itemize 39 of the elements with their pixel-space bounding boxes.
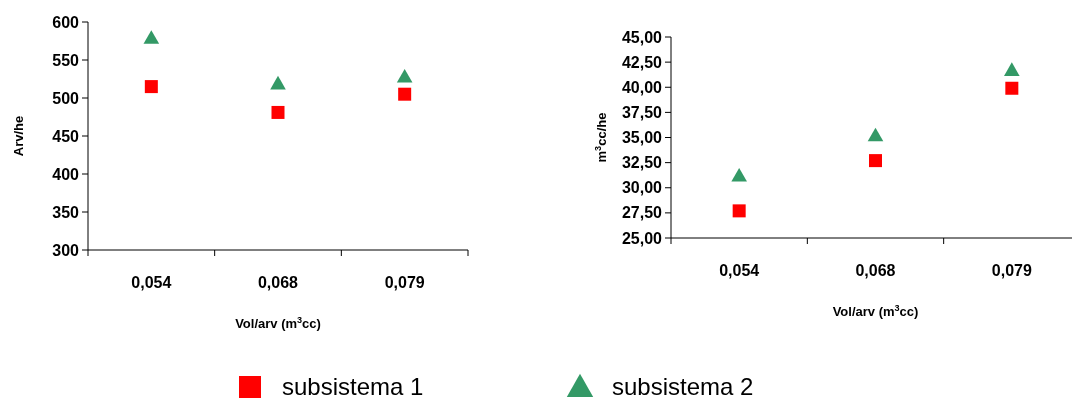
x-tick-label: 0,068 — [257, 274, 299, 291]
x-tick-label: 0,068 — [855, 262, 896, 279]
x-tick-label: 0,079 — [991, 262, 1032, 279]
y-tick-label: 42,50 — [621, 53, 663, 71]
y-tick-label: 25,00 — [621, 229, 663, 247]
y-tick-label: 30,00 — [621, 179, 663, 197]
y-tick-label: 32,50 — [621, 154, 663, 172]
point — [396, 68, 413, 83]
y-tick-label: 450 — [52, 127, 80, 145]
x-tick-label: 0,054 — [131, 274, 172, 291]
point — [867, 127, 884, 142]
y-tick-label: 37,50 — [621, 103, 663, 121]
y-tick-label: 35,00 — [621, 129, 663, 147]
y-tick-label: 350 — [52, 203, 80, 221]
point — [869, 154, 882, 168]
x-tick-label: 0,079 — [384, 274, 425, 291]
y-tick-label: 27,50 — [621, 204, 663, 222]
point — [732, 204, 746, 218]
point — [270, 75, 286, 90]
y-tick-label: 45,00 — [621, 28, 663, 46]
x-axis-title: Vol/arv (m$^{3}$cc) — [235, 315, 321, 331]
y-tick-label: 550 — [52, 51, 80, 69]
y-tick-label: 600 — [52, 13, 80, 31]
point — [143, 30, 160, 44]
x-tick-label: 0,054 — [719, 262, 760, 279]
y-tick-label: 40,00 — [621, 78, 663, 96]
point — [1005, 81, 1019, 95]
x-axis-title: Vol/arv (m$^{3}$cc) — [832, 303, 919, 319]
y-tick-label: 300 — [52, 241, 80, 259]
y-axis-title: Arv/he — [11, 115, 26, 157]
point — [144, 80, 158, 94]
legend-label: subsistema 2 — [612, 373, 754, 400]
point — [731, 167, 747, 182]
y-tick-label: 500 — [52, 89, 80, 107]
point — [398, 87, 412, 101]
y-tick-label: 400 — [52, 165, 80, 183]
point — [271, 105, 285, 119]
point — [1004, 62, 1020, 77]
legend-label: subsistema 1 — [282, 373, 424, 400]
